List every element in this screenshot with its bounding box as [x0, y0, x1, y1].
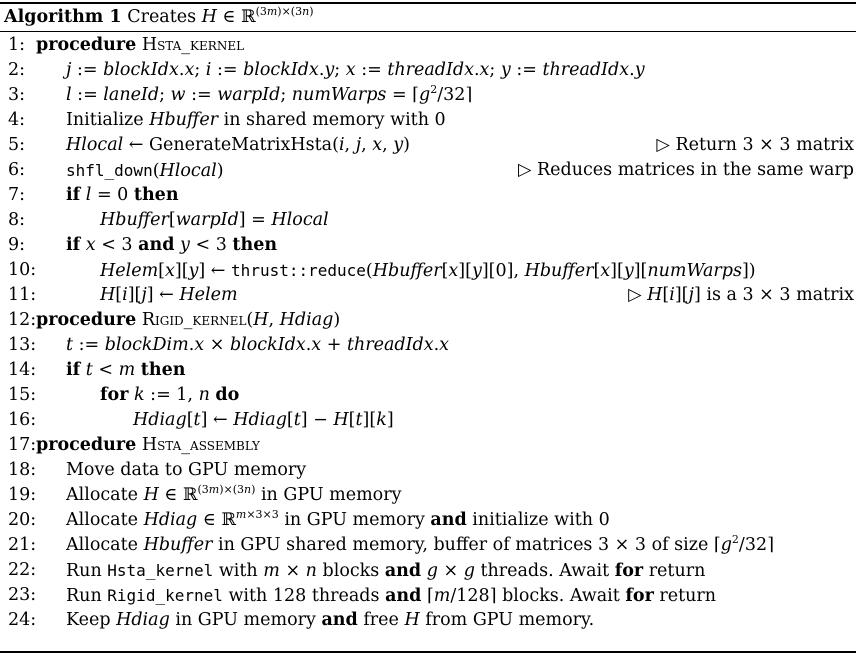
algorithm-line: 5: Hlocal ← GenerateMatrixHsta(i, j, x, y…	[0, 133, 856, 158]
line-code: Move data to GPU memory	[66, 460, 307, 480]
algorithm-line: 6: shfl_down(Hlocal) ▷ Reduces matrices in…	[0, 158, 856, 183]
line-code: Hbuffer[warpId] = Hlocal	[100, 210, 329, 230]
line-code: Allocate Hbuffer in GPU shared memory, b…	[66, 533, 774, 555]
line-number: 15:	[8, 385, 37, 405]
line-code: Hlocal ← GenerateMatrixHsta(i, j, x, y)	[66, 135, 410, 155]
algorithm-line: 11: H[i][j] ← Helem ▷ H[i][j] is a 3 × 3 m…	[0, 283, 856, 308]
algorithm-line: 10: Helem[x][y] ← thrust::reduce(Hbuffer[…	[0, 258, 856, 283]
algorithm-line: 7: if l = 0 then	[0, 183, 856, 208]
line-number: 23:	[8, 585, 37, 605]
line-number: 9:	[8, 235, 26, 255]
line-number: 19:	[8, 485, 37, 505]
line-number: 2:	[8, 60, 26, 80]
line-number: 14:	[8, 360, 37, 380]
line-number: 6:	[8, 160, 26, 180]
line-number: 8:	[8, 210, 26, 230]
line-code: Allocate H ∈ ℝ(3m)×(3n) in GPU memory	[66, 483, 402, 505]
line-code: Keep Hdiag in GPU memory and free H from…	[66, 610, 595, 630]
algorithm-line: 20: Allocate Hdiag ∈ ℝm×3×3 in GPU memory…	[0, 508, 856, 533]
algorithm-line: 13: t := blockDim.x × blockIdx.x + thread…	[0, 333, 856, 358]
algorithm-line: 16: Hdiag[t] ← Hdiag[t] − H[t][k]	[0, 408, 856, 433]
algorithm-line: 1: procedure Hsta_kernel	[0, 33, 856, 58]
algorithm-line: 15: for k := 1, n do	[0, 383, 856, 408]
line-comment: ▷ Reduces matrices in the same warp	[517, 160, 854, 180]
bottom-rule	[0, 651, 856, 653]
line-code: Initialize Hbuffer in shared memory with…	[66, 110, 446, 130]
line-code: procedure Hsta_kernel	[36, 35, 245, 55]
line-number: 4:	[8, 110, 26, 130]
line-code: j := blockIdx.x; i := blockIdx.y; x := t…	[66, 60, 645, 80]
line-code: if t < m then	[66, 360, 186, 380]
algorithm-label: Algorithm 1	[4, 7, 122, 27]
line-number: 24:	[8, 610, 37, 630]
line-code: shfl_down(Hlocal)	[66, 161, 224, 181]
line-number: 3:	[8, 85, 26, 105]
line-number: 1:	[8, 35, 26, 55]
line-code: Hdiag[t] ← Hdiag[t] − H[t][k]	[133, 410, 394, 430]
algorithm-line: 3: l := laneId; w := warpId; numWarps = ⌈…	[0, 83, 856, 108]
line-code: if l = 0 then	[66, 185, 179, 205]
algorithm-line: 22: Run Hsta_kernel with m × n blocks and…	[0, 558, 856, 583]
line-number: 10:	[8, 260, 37, 280]
algorithm-line: 23: Run Rigid_kernel with 128 threads and…	[0, 583, 856, 608]
line-comment: ▷ Return 3 × 3 matrix	[656, 135, 854, 155]
algorithm-line: 2: j := blockIdx.x; i := blockIdx.y; x :=…	[0, 58, 856, 83]
line-number: 7:	[8, 185, 26, 205]
algorithm-line: 14: if t < m then	[0, 358, 856, 383]
algorithm-line: 12: procedure Rigid_kernel(H, Hdiag)	[0, 308, 856, 333]
line-code: Run Hsta_kernel with m × n blocks and g …	[66, 561, 706, 581]
line-number: 5:	[8, 135, 26, 155]
caption-rule	[0, 31, 856, 32]
algorithm-line: 21: Allocate Hbuffer in GPU shared memory…	[0, 533, 856, 558]
line-number: 20:	[8, 510, 37, 530]
line-number: 17:	[8, 435, 37, 455]
line-code: for k := 1, n do	[100, 385, 240, 405]
algorithm-line: 9: if x < 3 and y < 3 then	[0, 233, 856, 258]
top-rule	[0, 2, 856, 4]
algorithm-line: 17: procedure Hsta_assembly	[0, 433, 856, 458]
algorithm-line: 18: Move data to GPU memory	[0, 458, 856, 483]
line-number: 21:	[8, 535, 37, 555]
algorithm-title: Creates H ∈ ℝ(3m)×(3n)	[127, 5, 314, 27]
line-number: 11:	[8, 285, 37, 305]
line-code: procedure Hsta_assembly	[36, 435, 260, 455]
line-number: 12:	[8, 310, 37, 330]
line-code: Helem[x][y] ← thrust::reduce(Hbuffer[x][…	[100, 261, 756, 281]
algorithm-line: 19: Allocate H ∈ ℝ(3m)×(3n) in GPU memory	[0, 483, 856, 508]
algorithm-line: 24: Keep Hdiag in GPU memory and free H f…	[0, 608, 856, 633]
algorithm-caption: Algorithm 1 Creates H ∈ ℝ(3m)×(3n)	[4, 4, 314, 30]
algorithm-line: 8: Hbuffer[warpId] = Hlocal	[0, 208, 856, 233]
line-number: 16:	[8, 410, 37, 430]
line-number: 18:	[8, 460, 37, 480]
line-code: H[i][j] ← Helem	[100, 285, 238, 305]
line-code: procedure Rigid_kernel(H, Hdiag)	[36, 310, 341, 330]
line-code: if x < 3 and y < 3 then	[66, 235, 278, 255]
line-code: l := laneId; w := warpId; numWarps = ⌈g2…	[66, 83, 473, 105]
line-number: 13:	[8, 335, 37, 355]
line-comment: ▷ H[i][j] is a 3 × 3 matrix	[628, 285, 854, 305]
algorithm-line: 4: Initialize Hbuffer in shared memory wi…	[0, 108, 856, 133]
line-code: t := blockDim.x × blockIdx.x + threadIdx…	[66, 335, 450, 355]
line-number: 22:	[8, 560, 37, 580]
line-code: Allocate Hdiag ∈ ℝm×3×3 in GPU memory an…	[66, 508, 610, 530]
line-code: Run Rigid_kernel with 128 threads and ⌈m…	[66, 586, 717, 606]
